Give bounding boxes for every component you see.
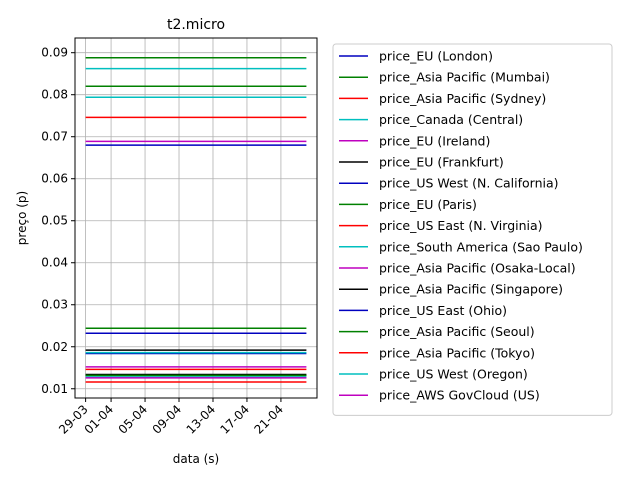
legend-item: price_EU (London) [339, 49, 493, 64]
legend-label: price_Asia Pacific (Singapore) [379, 282, 563, 297]
legend-item: price_US West (N. California) [339, 176, 559, 191]
legend-label: price_Asia Pacific (Sydney) [379, 91, 546, 106]
legend-label: price_EU (Frankfurt) [379, 155, 504, 170]
legend-item: price_Asia Pacific (Mumbai) [339, 70, 550, 85]
legend-item: price_Asia Pacific (Sydney) [339, 91, 546, 106]
legend-label: price_Asia Pacific (Osaka-Local) [379, 261, 576, 276]
legend-label: price_US East (N. Virginia) [379, 218, 543, 233]
y-tick-label: 0.02 [41, 340, 68, 354]
x-tick-label: 05-04 [116, 402, 151, 437]
legend-label: price_US East (Ohio) [379, 303, 507, 318]
legend-label: price_EU (Ireland) [379, 133, 490, 148]
legend-item: price_EU (Ireland) [339, 133, 490, 148]
legend-item: price_EU (Paris) [339, 197, 477, 212]
y-tick-label: 0.01 [41, 382, 68, 396]
legend-item: price_US East (N. Virginia) [339, 218, 543, 233]
legend-item: price_Asia Pacific (Osaka-Local) [339, 261, 576, 276]
legend-item: price_EU (Frankfurt) [339, 155, 504, 170]
legend-label: price_Asia Pacific (Tokyo) [379, 345, 535, 360]
legend-box [332, 43, 613, 416]
legend-label: price_Asia Pacific (Mumbai) [379, 70, 550, 85]
x-tick-label: 13-04 [184, 402, 219, 437]
y-axis-label: preço (p) [15, 191, 29, 245]
legend-item: price_US West (Oregon) [339, 367, 528, 382]
legend-item: price_Canada (Central) [339, 112, 523, 127]
legend-label: price_Asia Pacific (Seoul) [379, 324, 535, 339]
legend-label: price_US West (Oregon) [379, 367, 528, 382]
legend-item: price_Asia Pacific (Tokyo) [339, 345, 535, 360]
legend-item: price_US East (Ohio) [339, 303, 507, 318]
x-tick-label: 21-04 [251, 402, 286, 437]
legend-label: price_US West (N. California) [379, 176, 559, 191]
y-axis: 0.01 0.02 0.03 0.04 0.05 0.06 0.07 0.08 0.09 [41, 46, 75, 396]
y-tick-label: 0.09 [41, 46, 68, 60]
legend-item: price_South America (Sao Paulo) [339, 239, 583, 254]
legend-label: price_South America (Sao Paulo) [379, 239, 583, 254]
legend-label: price_EU (Paris) [379, 197, 477, 212]
legend-label: price_Canada (Central) [379, 112, 523, 127]
x-tick-label: 01-04 [82, 402, 117, 437]
x-tick-label: 09-04 [150, 402, 185, 437]
legend-item: price_Asia Pacific (Seoul) [339, 324, 535, 339]
y-tick-label: 0.04 [41, 256, 68, 270]
y-tick-label: 0.07 [41, 130, 68, 144]
y-tick-label: 0.06 [41, 172, 68, 186]
chart-title: t2.micro [167, 17, 225, 33]
legend-item: price_Asia Pacific (Singapore) [339, 282, 563, 297]
legend-item: price_AWS GovCloud (US) [339, 388, 540, 403]
y-tick-label: 0.05 [41, 214, 68, 228]
legend-label: price_EU (London) [379, 49, 493, 64]
y-tick-label: 0.03 [41, 298, 68, 312]
plot-frame [74, 37, 318, 399]
y-tick-label: 0.08 [41, 88, 68, 102]
legend: price_EU (London) price_Asia Pacific (Mum… [332, 43, 613, 416]
legend-label: price_AWS GovCloud (US) [379, 388, 540, 403]
x-axis-label: data (s) [173, 452, 219, 466]
x-tick-label: 17-04 [218, 402, 253, 437]
grid [75, 38, 317, 398]
series-lines [85, 56, 307, 383]
